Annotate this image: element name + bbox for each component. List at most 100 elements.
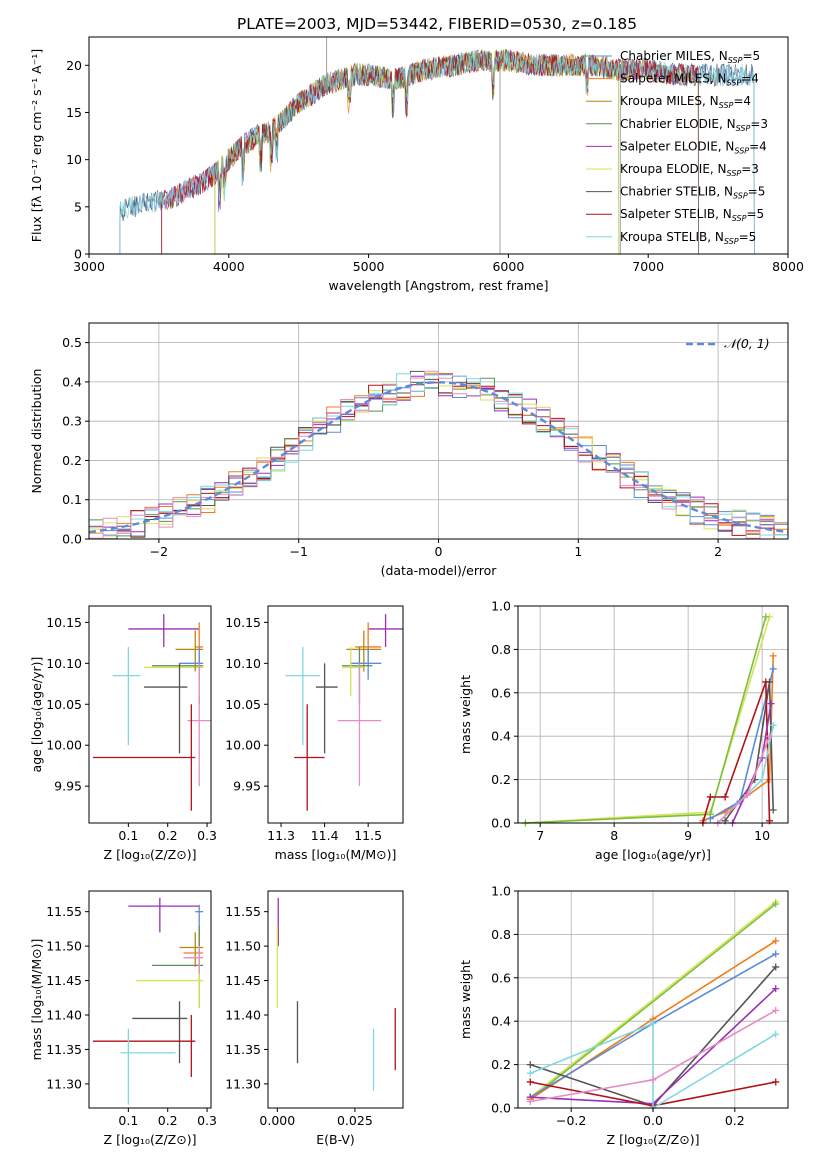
x-tick-label: 0.025 — [337, 1113, 373, 1128]
legend-nssp: =4 — [733, 94, 751, 108]
x-tick-label: 11.4 — [311, 828, 339, 843]
data-point-marker — [769, 806, 777, 814]
legend-subscript: SSP — [733, 192, 748, 201]
age-vs-metallicity-chart: 0.1 0.2 0.3 9.95 10.00 10.05 10.10 10.15 Z [log₁… — [29, 605, 217, 862]
y-tick-label: 11.55 — [46, 904, 82, 919]
y-tick-label: 11.45 — [46, 973, 82, 988]
y-tick-label: 10.05 — [46, 697, 82, 712]
legend-subscript: SSP — [736, 124, 751, 133]
plot-frame — [88, 890, 212, 1109]
x-tick-label: 0.3 — [197, 1113, 217, 1128]
mass-weight-series-line — [525, 616, 767, 824]
x-tick-label: 7000 — [632, 259, 664, 274]
x-tick-label: 5000 — [353, 259, 385, 274]
legend-label: Salpeter STELIB, NSSP=5 — [620, 207, 764, 223]
data-point-marker — [526, 1097, 534, 1105]
y-tick-label: 10.00 — [46, 738, 82, 753]
mass-weight-series-line — [525, 616, 771, 824]
data-point-marker — [649, 1076, 657, 1084]
x-tick-label: 0.2 — [158, 1113, 178, 1128]
data-point-marker — [772, 985, 780, 993]
x-tick-label: 0.2 — [158, 828, 178, 843]
age-vs-mass-chart: 11.3 11.4 11.5 9.95 10.00 10.05 10.10 10.15 mass… — [225, 605, 404, 862]
x-tick-label: 3000 — [73, 259, 105, 274]
x-axis-label: age [log₁₀(age/yr)] — [595, 847, 711, 862]
y-tick-label: 11.30 — [225, 1076, 261, 1091]
y-tick-label: 11.50 — [46, 939, 82, 954]
x-tick-label: 7 — [536, 828, 544, 843]
legend-label: 𝒩(0, 1) — [724, 336, 770, 351]
data-point-marker — [526, 1069, 534, 1077]
data-point-marker — [762, 613, 770, 621]
y-tick-label: 20 — [66, 58, 82, 73]
legend-name: Kroupa STELIB, N — [620, 230, 724, 244]
legend-label: Kroupa ELODIE, NSSP=3 — [620, 162, 759, 178]
y-tick-label: 11.40 — [46, 1008, 82, 1023]
legend-subscript: SSP — [728, 56, 743, 65]
y-axis-label: age [log₁₀(age/yr)] — [29, 657, 44, 773]
legend-name: Kroupa ELODIE, N — [620, 162, 727, 176]
legend-label: Kroupa MILES, NSSP=4 — [620, 94, 751, 110]
y-tick-label: 11.45 — [225, 973, 261, 988]
x-tick-label: 0.2 — [725, 1113, 745, 1128]
figure-title: PLATE=2003, MJD=53442, FIBERID=0530, z=0… — [237, 15, 637, 33]
y-tick-label: 0 — [74, 247, 82, 262]
legend-nssp: =5 — [746, 207, 764, 221]
mass-weight-series-line — [702, 655, 774, 822]
y-tick-label: 10 — [66, 152, 82, 167]
x-axis-label: wavelength [Angstrom, rest frame] — [328, 278, 548, 293]
y-axis-label: Normed distribution — [29, 369, 44, 494]
legend-subscript: SSP — [727, 169, 742, 178]
y-tick-label: 9.95 — [233, 779, 261, 794]
y-tick-label: 10.10 — [46, 656, 82, 671]
y-tick-label: 9.95 — [54, 779, 82, 794]
y-tick-label: 0.6 — [491, 685, 511, 700]
mass-vs-metallicity-chart: 0.1 0.2 0.3 11.30 11.35 11.40 11.45 11.50 11.55 Z… — [29, 890, 217, 1147]
legend-subscript: SSP — [719, 101, 734, 110]
legend-nssp: =3 — [741, 162, 759, 176]
data-point-marker — [526, 1078, 534, 1086]
data-point-marker — [526, 1061, 534, 1069]
y-tick-label: 11.35 — [225, 1042, 261, 1057]
x-tick-label: 0 — [435, 544, 443, 559]
data-point-marker — [758, 776, 766, 784]
legend-nssp: =4 — [749, 139, 767, 153]
y-tick-label: 10.15 — [46, 615, 82, 630]
y-tick-label: 0.2 — [491, 772, 511, 787]
legend-subscript: SSP — [734, 146, 749, 155]
legend-label: Salpeter ELODIE, NSSP=4 — [620, 139, 767, 155]
histogram-series — [89, 370, 788, 540]
mass-weight-vs-age-chart: 7 8 9 10 0.0 0.2 0.4 0.6 0.8 1.0 age [log₁₀(age/yr… — [458, 599, 789, 862]
legend-name: Chabrier STELIB, N — [620, 185, 733, 199]
x-axis-label: Z [log₁₀(Z/Z⊙)] — [607, 1132, 700, 1147]
y-tick-label: 1.0 — [491, 599, 511, 614]
x-tick-label: 4000 — [213, 259, 245, 274]
data-point-marker — [772, 1006, 780, 1014]
y-tick-label: 10.15 — [225, 615, 261, 630]
x-tick-label: −1 — [289, 544, 307, 559]
data-point-marker — [772, 937, 780, 945]
legend-label: Chabrier STELIB, NSSP=5 — [620, 185, 765, 201]
mass-weight-series-line — [529, 903, 777, 1100]
data-point-marker — [649, 1019, 657, 1027]
legend-label: Chabrier ELODIE, NSSP=3 — [620, 117, 768, 133]
y-tick-label: 11.50 — [225, 939, 261, 954]
y-tick-label: 1.0 — [491, 884, 511, 899]
x-tick-label: 9 — [684, 828, 692, 843]
data-point-marker — [772, 1078, 780, 1086]
data-point-marker — [766, 732, 774, 740]
x-tick-label: 11.5 — [354, 828, 382, 843]
legend-name: Salpeter STELIB, N — [620, 207, 732, 221]
legend-name: Chabrier ELODIE, N — [620, 117, 736, 131]
x-tick-label: 0.1 — [118, 1113, 138, 1128]
y-tick-label: 0.6 — [491, 970, 511, 985]
x-tick-label: 6000 — [492, 259, 524, 274]
x-tick-label: 0.3 — [197, 828, 217, 843]
y-tick-label: 0.2 — [62, 453, 82, 468]
data-point-marker — [772, 900, 780, 908]
x-tick-label: 1 — [574, 544, 582, 559]
legend-label: Chabrier MILES, NSSP=5 — [620, 49, 760, 65]
x-axis-label: mass [log₁₀(M/M⊙)] — [275, 847, 397, 862]
x-axis-label: (data-model)/error — [381, 563, 498, 578]
